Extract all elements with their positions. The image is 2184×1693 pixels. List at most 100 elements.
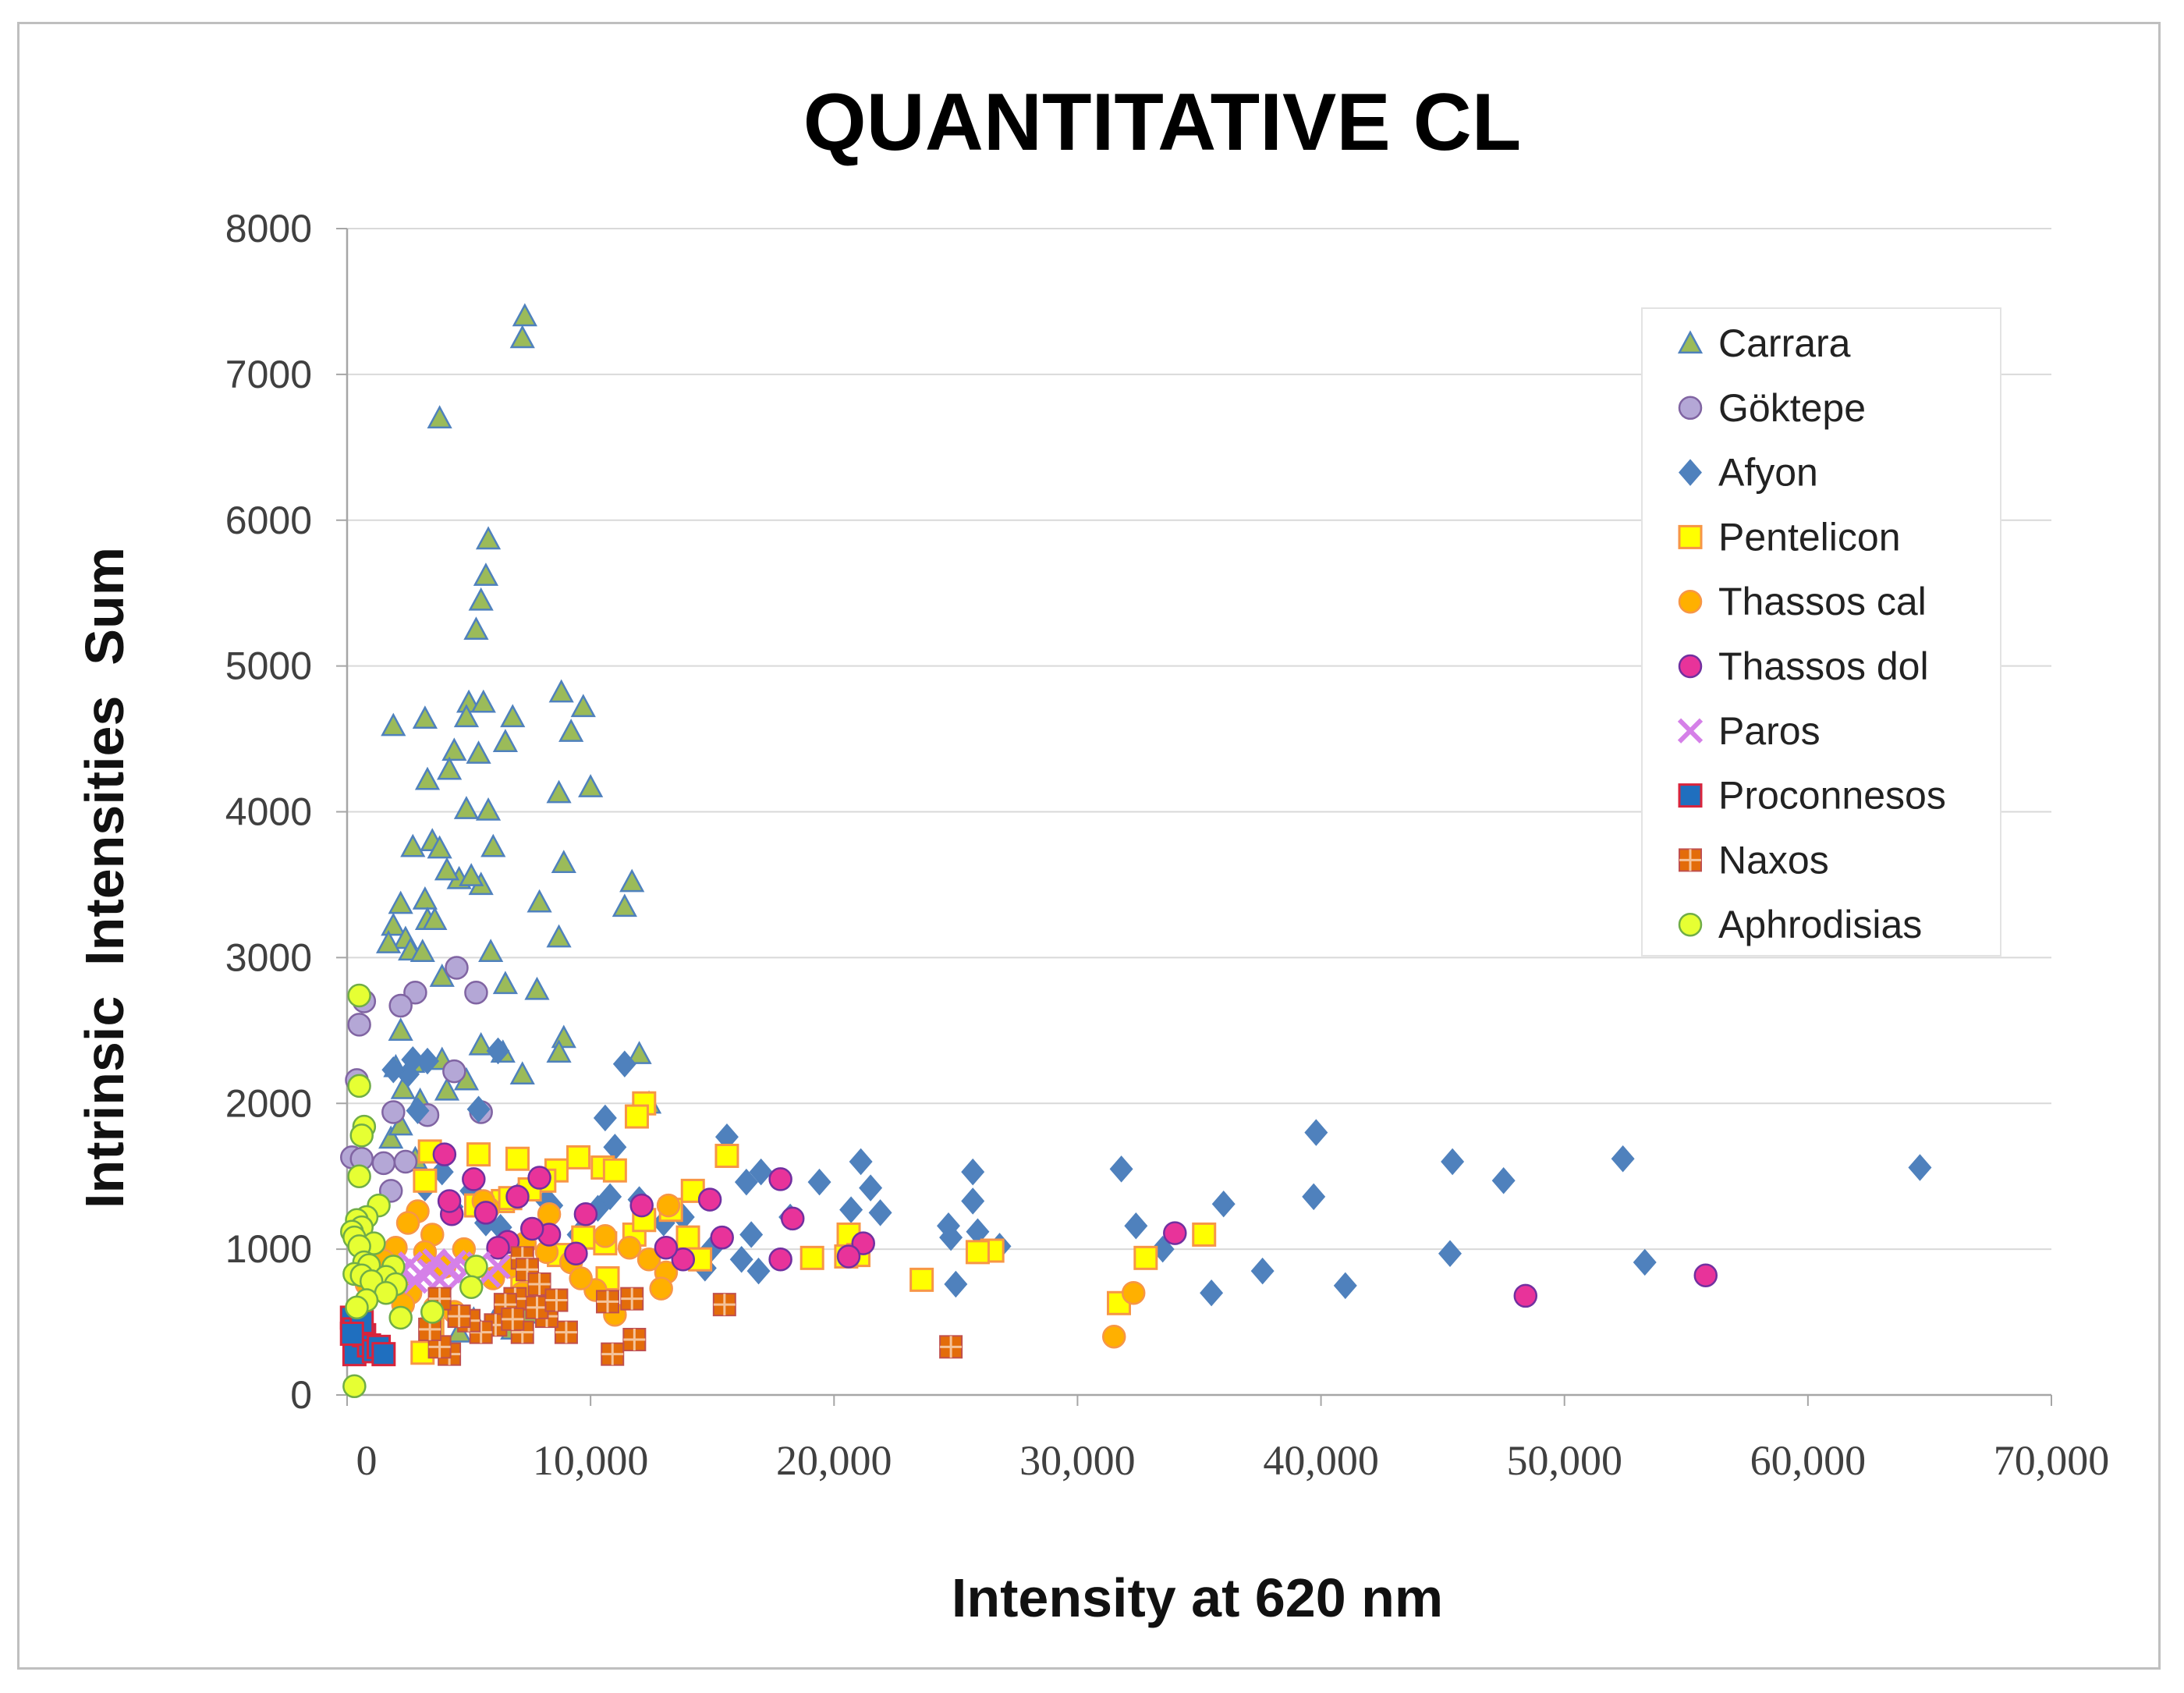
legend-label: Proconnesos	[1718, 774, 1946, 818]
data-point	[466, 1095, 491, 1123]
data-point	[1150, 1235, 1175, 1263]
data-point	[526, 889, 552, 913]
data-point	[595, 1290, 619, 1314]
x-tick-label: 40,000	[1263, 1437, 1379, 1484]
data-point	[464, 980, 488, 1005]
data-point	[654, 1236, 679, 1260]
data-point	[475, 797, 502, 821]
x-tick-labels: 0 10,000 20,000 30,000 40,000 50,000 60,000 70,…	[356, 1437, 2110, 1484]
legend-label: Aphrodisias	[1718, 903, 1922, 946]
data-point	[388, 1305, 413, 1330]
data-point	[524, 976, 550, 1000]
legend-marker	[1679, 848, 1702, 872]
data-point	[473, 1201, 498, 1225]
data-point	[427, 405, 452, 429]
y-tick-label: 5000	[225, 644, 312, 688]
data-point	[839, 1196, 863, 1223]
data-point	[437, 1189, 462, 1213]
data-point	[1333, 1272, 1357, 1300]
data-point	[1611, 1145, 1635, 1173]
data-point	[601, 1342, 625, 1366]
data-point	[388, 1112, 413, 1136]
data-point	[671, 1247, 696, 1272]
data-point	[624, 1104, 649, 1129]
data-point	[381, 1100, 406, 1124]
data-point	[649, 1276, 673, 1301]
data-point	[593, 1104, 617, 1132]
legend-item: Thassos dol	[1678, 644, 1929, 688]
data-point	[739, 1221, 764, 1248]
data-point	[406, 1097, 430, 1124]
data-point	[909, 1267, 934, 1292]
data-point	[749, 1158, 773, 1186]
legend-label: Göktepe	[1718, 386, 1866, 430]
legend-item: Paros	[1677, 709, 1821, 753]
data-point	[501, 1307, 525, 1331]
data-point	[620, 1287, 644, 1311]
data-point	[505, 1146, 530, 1171]
legend-item: Naxos	[1679, 838, 1829, 882]
data-point	[656, 1193, 681, 1218]
data-point	[512, 303, 537, 327]
y-tick-label: 3000	[225, 935, 312, 979]
data-point	[459, 1275, 484, 1299]
data-point	[459, 863, 484, 886]
data-point	[546, 779, 572, 804]
data-point	[349, 1123, 374, 1148]
data-point	[622, 1327, 647, 1351]
legend-marker	[1677, 330, 1704, 354]
legend-marker	[1678, 589, 1703, 614]
data-point	[412, 886, 438, 910]
data-point	[1133, 1245, 1158, 1270]
y-axis-title: Intrinsic Intensities Sum	[74, 547, 135, 1209]
legend-item: Thassos cal	[1678, 580, 1927, 623]
data-point	[442, 1059, 466, 1084]
data-point	[1441, 1148, 1465, 1176]
data-point	[1491, 1167, 1516, 1194]
x-tick-label: 10,000	[533, 1437, 649, 1484]
data-point	[429, 964, 455, 987]
legend-item: Göktepe	[1678, 386, 1866, 430]
data-point	[710, 1225, 734, 1250]
legend-item: Pentelicon	[1678, 515, 1901, 559]
data-point	[768, 1247, 792, 1272]
data-point	[422, 1248, 448, 1274]
data-point	[486, 1037, 510, 1065]
data-point	[836, 1244, 861, 1269]
legend-label: Paros	[1718, 709, 1821, 753]
data-point	[485, 1254, 511, 1280]
data-point	[1438, 1240, 1462, 1267]
data-point	[371, 1151, 396, 1176]
x-tick-label: 60,000	[1750, 1437, 1867, 1484]
data-point	[961, 1187, 985, 1215]
data-point	[527, 1166, 551, 1190]
data-point	[388, 890, 413, 914]
y-tick-label: 4000	[225, 790, 312, 834]
data-point	[1211, 1190, 1236, 1218]
legend-item: Afyon	[1679, 451, 1818, 495]
data-point	[509, 325, 535, 349]
data-point	[434, 857, 460, 881]
data-point	[849, 1148, 873, 1176]
data-point	[612, 893, 637, 917]
data-point	[400, 833, 426, 857]
data-point	[347, 983, 371, 1008]
data-point	[347, 1013, 371, 1037]
legend-label: Thassos cal	[1718, 580, 1927, 623]
data-point	[414, 766, 441, 790]
data-point	[486, 1236, 510, 1260]
data-point	[617, 1236, 642, 1260]
data-point	[464, 1255, 488, 1279]
data-point	[697, 1187, 722, 1212]
legend-marker	[1678, 912, 1703, 937]
data-point	[544, 1288, 569, 1312]
data-point	[519, 1216, 544, 1241]
legend-item: Proconnesos	[1678, 774, 1946, 818]
data-point	[445, 956, 469, 980]
data-point	[593, 1224, 618, 1248]
data-point	[564, 1241, 588, 1265]
data-point	[944, 1270, 968, 1298]
data-point	[554, 1320, 578, 1344]
legend-item: Carrara	[1677, 321, 1851, 365]
